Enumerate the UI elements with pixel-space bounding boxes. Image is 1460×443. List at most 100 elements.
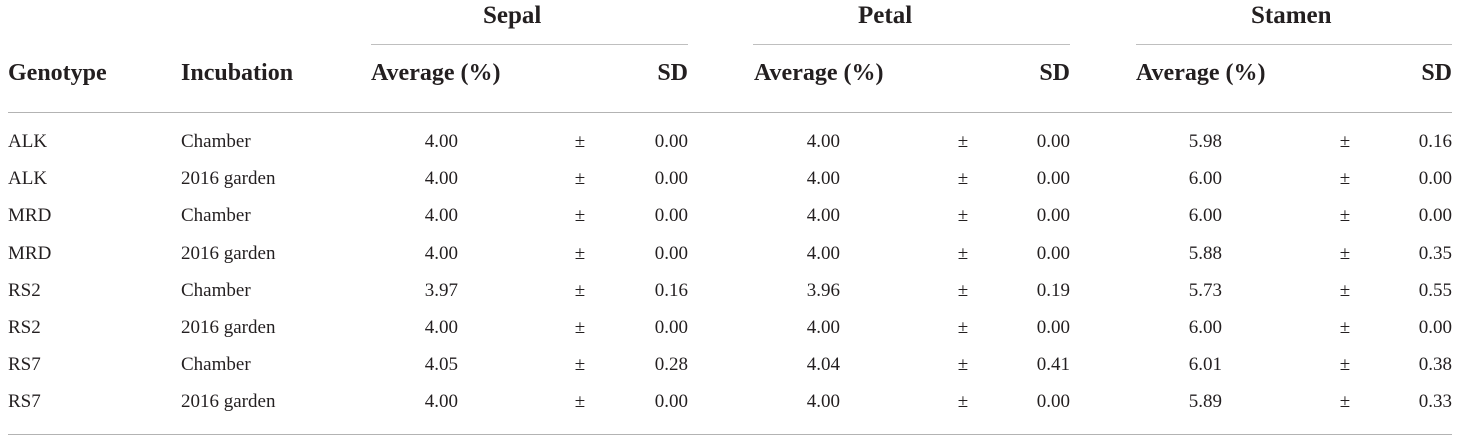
cell-sepal-sd: 0.00: [654, 317, 688, 338]
cell-petal-sd: 0.00: [1036, 243, 1070, 264]
cell-stamen-sd: 0.00: [1418, 205, 1452, 226]
cell-sepal-pm: ±: [574, 280, 586, 301]
cell-petal-pm: ±: [957, 131, 969, 152]
cell-incubation: 2016 garden: [181, 243, 276, 264]
cell-petal-pm: ±: [957, 243, 969, 264]
cell-petal-average: 4.00: [806, 243, 840, 264]
cell-incubation: 2016 garden: [181, 317, 276, 338]
cell-stamen-average: 5.89: [1188, 391, 1222, 412]
header-sepal-sd: SD: [657, 60, 688, 86]
cell-petal-sd: 0.00: [1036, 205, 1070, 226]
group-header-sepal: Sepal: [483, 2, 542, 29]
cell-stamen-pm: ±: [1339, 391, 1351, 412]
cell-genotype: MRD: [8, 205, 52, 226]
cell-stamen-pm: ±: [1339, 168, 1351, 189]
group-rule-petal: [753, 44, 1070, 45]
header-incubation: Incubation: [181, 60, 294, 86]
cell-petal-average: 4.04: [806, 354, 840, 375]
cell-stamen-sd: 0.00: [1418, 168, 1452, 189]
cell-petal-sd: 0.00: [1036, 168, 1070, 189]
group-header-stamen: Stamen: [1251, 2, 1332, 29]
cell-petal-sd: 0.41: [1036, 354, 1070, 375]
cell-petal-pm: ±: [957, 391, 969, 412]
cell-petal-pm: ±: [957, 354, 969, 375]
cell-sepal-pm: ±: [574, 317, 586, 338]
cell-petal-pm: ±: [957, 280, 969, 301]
cell-petal-average: 4.00: [806, 168, 840, 189]
header-petal-average: Average (%): [754, 60, 884, 86]
group-rule-sepal: [371, 44, 688, 45]
cell-petal-pm: ±: [957, 317, 969, 338]
cell-stamen-pm: ±: [1339, 131, 1351, 152]
cell-stamen-sd: 0.16: [1418, 131, 1452, 152]
cell-stamen-average: 5.88: [1188, 243, 1222, 264]
group-rule-stamen: [1136, 44, 1452, 45]
header-stamen-sd: SD: [1421, 60, 1452, 86]
cell-petal-sd: 0.00: [1036, 317, 1070, 338]
cell-sepal-pm: ±: [574, 243, 586, 264]
bottom-rule: [8, 434, 1452, 435]
cell-incubation: 2016 garden: [181, 391, 276, 412]
cell-genotype: ALK: [8, 168, 48, 189]
cell-petal-average: 3.96: [806, 280, 840, 301]
cell-sepal-sd: 0.00: [654, 131, 688, 152]
cell-sepal-pm: ±: [574, 168, 586, 189]
group-header-petal: Petal: [858, 2, 913, 29]
cell-sepal-average: 4.00: [424, 317, 458, 338]
cell-petal-average: 4.00: [806, 131, 840, 152]
cell-sepal-pm: ±: [574, 391, 586, 412]
cell-stamen-average: 6.00: [1188, 205, 1222, 226]
cell-stamen-pm: ±: [1339, 354, 1351, 375]
cell-stamen-sd: 0.00: [1418, 317, 1452, 338]
cell-stamen-average: 5.73: [1188, 280, 1222, 301]
cell-incubation: Chamber: [181, 280, 251, 301]
cell-genotype: ALK: [8, 131, 48, 152]
cell-stamen-pm: ±: [1339, 243, 1351, 264]
cell-sepal-average: 4.05: [424, 354, 458, 375]
cell-sepal-average: 4.00: [424, 243, 458, 264]
cell-sepal-sd: 0.00: [654, 205, 688, 226]
cell-sepal-average: 4.00: [424, 131, 458, 152]
cell-petal-average: 4.00: [806, 205, 840, 226]
cell-genotype: MRD: [8, 243, 52, 264]
cell-stamen-pm: ±: [1339, 205, 1351, 226]
cell-stamen-average: 6.01: [1188, 354, 1222, 375]
cell-stamen-pm: ±: [1339, 280, 1351, 301]
cell-sepal-sd: 0.00: [654, 391, 688, 412]
cell-stamen-sd: 0.55: [1418, 280, 1452, 301]
cell-incubation: Chamber: [181, 354, 251, 375]
cell-petal-sd: 0.19: [1036, 280, 1070, 301]
cell-incubation: Chamber: [181, 131, 251, 152]
cell-stamen-sd: 0.33: [1418, 391, 1452, 412]
cell-petal-pm: ±: [957, 205, 969, 226]
cell-stamen-average: 6.00: [1188, 317, 1222, 338]
header-genotype: Genotype: [8, 60, 107, 86]
header-rule: [8, 112, 1452, 113]
cell-sepal-average: 3.97: [424, 280, 458, 301]
header-petal-sd: SD: [1039, 60, 1070, 86]
cell-stamen-sd: 0.38: [1418, 354, 1452, 375]
cell-incubation: 2016 garden: [181, 168, 276, 189]
cell-genotype: RS7: [8, 391, 41, 412]
cell-genotype: RS2: [8, 317, 41, 338]
cell-stamen-sd: 0.35: [1418, 243, 1452, 264]
cell-stamen-average: 5.98: [1188, 131, 1222, 152]
cell-petal-average: 4.00: [806, 391, 840, 412]
header-sepal-average: Average (%): [371, 60, 501, 86]
cell-petal-sd: 0.00: [1036, 391, 1070, 412]
cell-genotype: RS2: [8, 280, 41, 301]
cell-sepal-average: 4.00: [424, 205, 458, 226]
cell-sepal-pm: ±: [574, 131, 586, 152]
cell-petal-pm: ±: [957, 168, 969, 189]
cell-incubation: Chamber: [181, 205, 251, 226]
cell-stamen-average: 6.00: [1188, 168, 1222, 189]
cell-sepal-sd: 0.16: [654, 280, 688, 301]
cell-sepal-average: 4.00: [424, 391, 458, 412]
cell-sepal-sd: 0.28: [654, 354, 688, 375]
cell-petal-average: 4.00: [806, 317, 840, 338]
cell-sepal-average: 4.00: [424, 168, 458, 189]
cell-sepal-pm: ±: [574, 205, 586, 226]
cell-sepal-sd: 0.00: [654, 243, 688, 264]
cell-sepal-sd: 0.00: [654, 168, 688, 189]
cell-petal-sd: 0.00: [1036, 131, 1070, 152]
